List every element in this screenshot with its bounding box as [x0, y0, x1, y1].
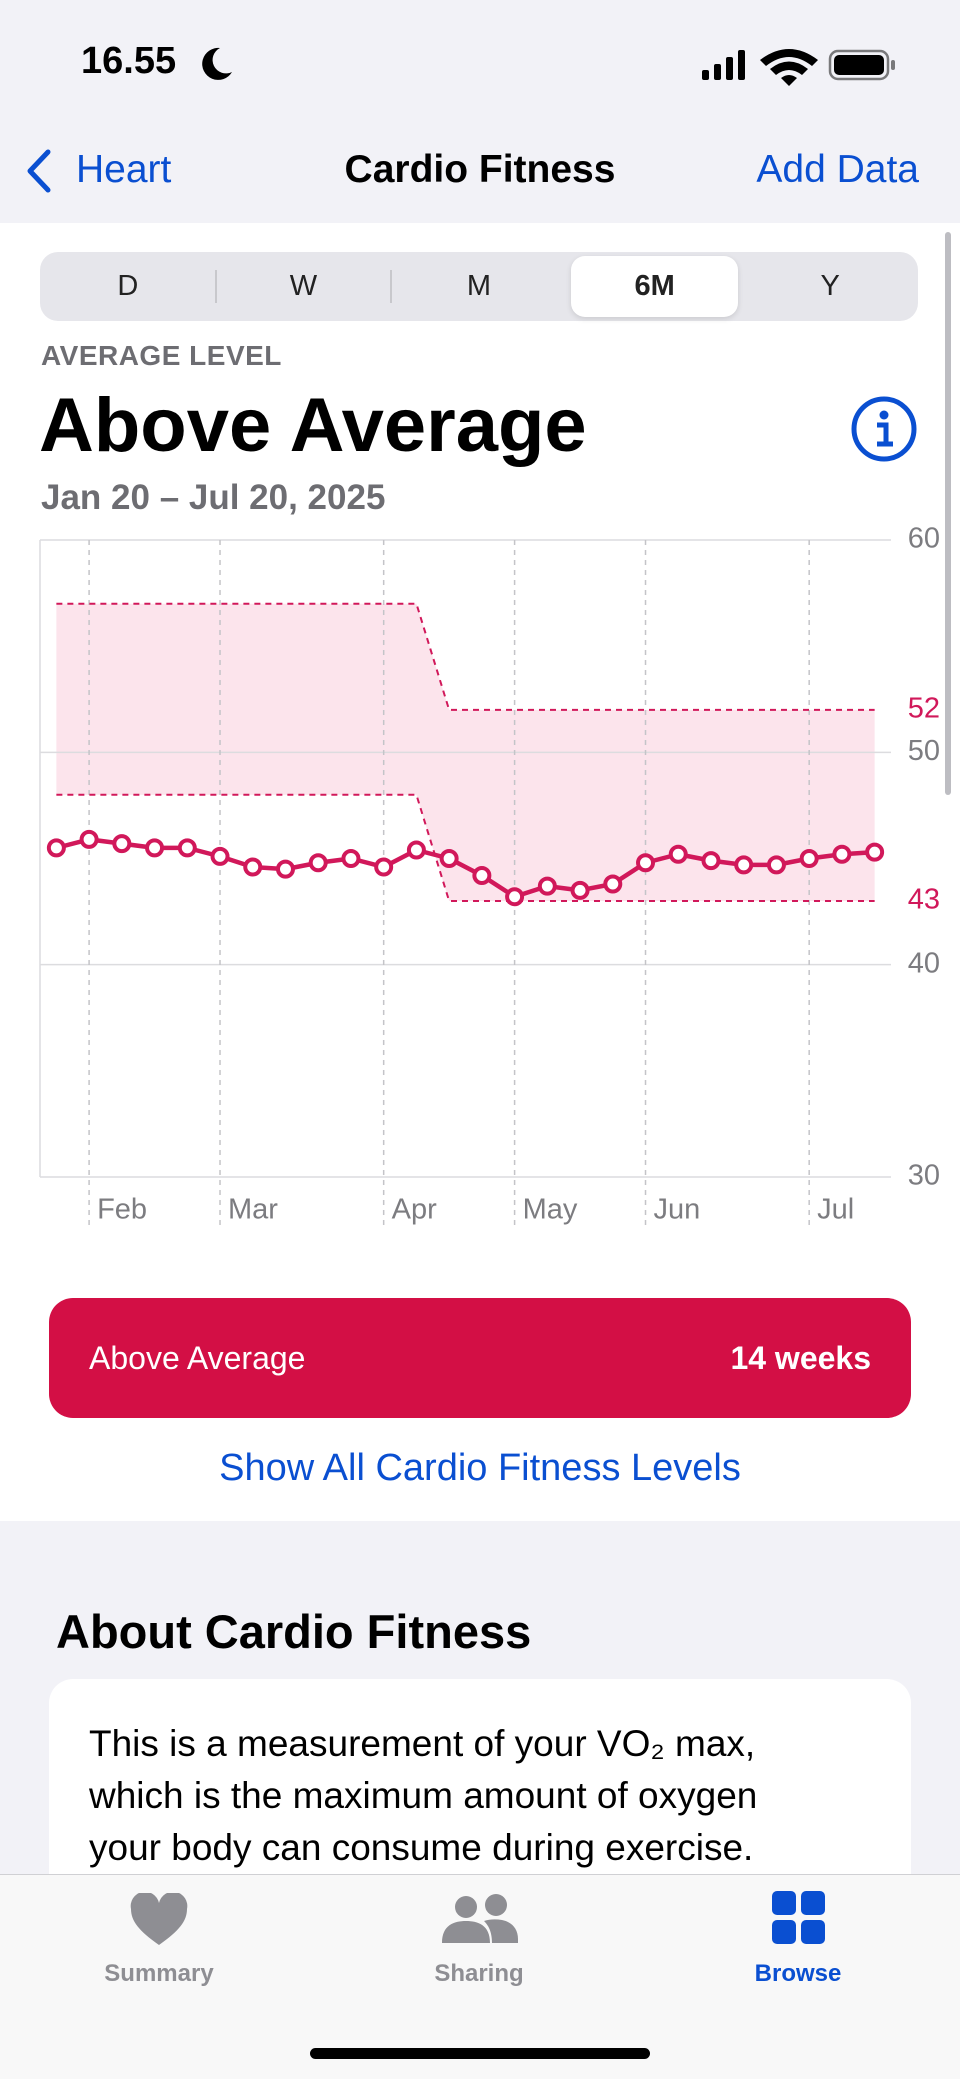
data-point [865, 842, 885, 862]
home-indicator [310, 2048, 650, 2059]
data-point [145, 838, 165, 858]
segment[interactable]: Y [820, 270, 840, 302]
data-point [701, 851, 721, 871]
data-point [570, 880, 590, 900]
data-point [243, 857, 263, 877]
section-title: About Cardio Fitness [56, 1605, 532, 1658]
chart: 30 40 50 60 Feb Mar Apr May Jun Jul 52 43 [39, 523, 940, 1227]
data-point [832, 844, 852, 864]
text-line: which is the maximum amount of oxygen [89, 1775, 758, 1816]
x-tick-label: Feb [97, 1194, 147, 1226]
level-banner [49, 1298, 911, 1418]
separator [214, 270, 217, 303]
tab-label[interactable]: Summary [104, 1960, 214, 1987]
segment[interactable]: W [289, 270, 318, 302]
back-button[interactable]: Heart [76, 148, 172, 191]
segmented-control: D W M 6M Y [40, 252, 918, 321]
y-tick-label: 50 [908, 735, 940, 767]
banner-duration: 14 weeks [730, 1340, 871, 1376]
y-tick-label: 30 [908, 1160, 940, 1192]
tab-label[interactable]: Browse [754, 1960, 842, 1987]
data-point [406, 840, 426, 860]
data-point [472, 865, 492, 885]
data-point [537, 876, 557, 896]
data-point [79, 829, 99, 849]
nav-title: Cardio Fitness [344, 148, 616, 191]
x-tick-label: Apr [392, 1194, 437, 1226]
sharing-icon[interactable] [440, 1893, 520, 1947]
y-tick-label: 60 [908, 523, 940, 555]
y-tick-label: 40 [908, 947, 940, 979]
status-time: 16.55 [81, 40, 177, 82]
segment[interactable]: M [466, 270, 492, 302]
data-point [46, 838, 66, 858]
data-point [668, 844, 688, 864]
separator [390, 270, 393, 303]
data-point [636, 853, 656, 873]
data-point [799, 849, 819, 868]
range-boundary [56, 602, 875, 711]
x-tick-label: Jul [817, 1194, 854, 1226]
x-tick-label: Jun [654, 1194, 701, 1226]
data-point [734, 855, 754, 875]
data-point [603, 874, 623, 894]
segment[interactable]: D [117, 270, 139, 302]
level-label: AVERAGE LEVEL [41, 340, 282, 371]
about-text: This is a measurement of your VO₂ max, w… [89, 1718, 757, 1874]
moon-icon [202, 47, 232, 80]
data-point [766, 855, 786, 875]
data-point [308, 853, 328, 873]
x-tick-label: Mar [228, 1194, 278, 1226]
status-icons [702, 49, 895, 86]
data-point [505, 887, 525, 907]
info-button[interactable] [849, 394, 919, 464]
text-line: This is a measurement of your VO₂ max, [89, 1723, 756, 1764]
data-point [439, 849, 459, 868]
x-tick-label: May [523, 1194, 578, 1226]
level-value: Above Average [39, 383, 587, 468]
text-line: your body can consume during exercise. [89, 1827, 754, 1868]
summary-icon[interactable] [129, 1893, 189, 1947]
banner-label: Above Average [89, 1340, 306, 1376]
data-point [275, 859, 295, 879]
segment[interactable]: 6M [570, 256, 739, 317]
browse-icon[interactable] [772, 1891, 826, 1945]
range-label: 43 [908, 884, 940, 916]
data-point [112, 834, 132, 854]
tab-label[interactable]: Sharing [434, 1960, 524, 1987]
back-chevron[interactable] [20, 148, 56, 194]
range-boundary [56, 793, 875, 902]
add-data-button[interactable]: Add Data [756, 148, 919, 191]
data-point [177, 838, 197, 858]
range-label: 52 [908, 693, 940, 725]
data-point [210, 846, 230, 866]
show-levels-link[interactable]: Show All Cardio Fitness Levels [219, 1447, 741, 1489]
data-point [374, 857, 394, 877]
date-range: Jan 20 – Jul 20, 2025 [41, 478, 386, 517]
scrollbar [945, 232, 951, 795]
data-point [341, 849, 361, 868]
